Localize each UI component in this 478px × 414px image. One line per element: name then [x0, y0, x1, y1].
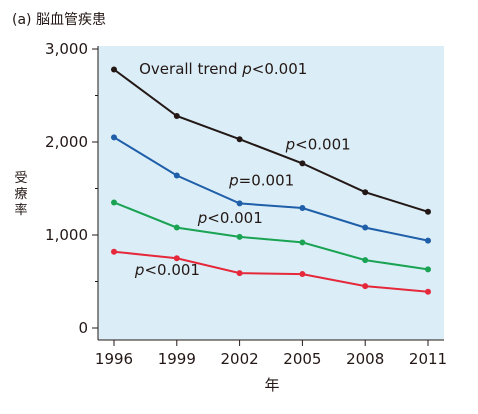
p-value-annotation: p<0.001 — [197, 209, 263, 227]
data-point — [173, 255, 180, 262]
x-tick-label: 1996 — [95, 350, 133, 368]
series-line-1 — [113, 68, 429, 213]
y-axis-label-char: 率 — [14, 202, 27, 218]
data-point — [111, 134, 117, 141]
p-value-annotation: p<0.001 — [134, 261, 200, 279]
data-point — [425, 288, 431, 295]
data-point — [425, 266, 431, 273]
annotation-value: <0.001 — [207, 209, 263, 227]
x-tick-label: 2005 — [283, 350, 321, 368]
y-tick-label: 0 — [78, 319, 88, 337]
data-point — [236, 200, 243, 207]
data-point — [425, 237, 431, 244]
data-point — [111, 248, 117, 255]
data-point — [299, 160, 306, 167]
data-point — [299, 205, 306, 212]
data-point — [299, 239, 306, 246]
annotation-value: <0.001 — [144, 261, 200, 279]
data-point — [362, 283, 369, 290]
series-line-2 — [113, 136, 429, 242]
y-axis-label-char: 療 — [14, 187, 27, 202]
data-point — [173, 172, 180, 179]
annotations: Overall trend p<0.001p<0.001p=0.001p<0.0… — [134, 60, 351, 279]
annotation-p: p — [241, 60, 252, 78]
data-point — [362, 224, 369, 231]
series-line-3 — [113, 201, 429, 271]
annotation-p: p — [285, 135, 296, 153]
x-tick-label: 2011 — [409, 350, 447, 368]
annotation-value: <0.001 — [252, 60, 308, 78]
x-axis-label: 年 — [264, 376, 279, 394]
data-point — [111, 199, 117, 206]
x-tick-label: 2002 — [221, 350, 259, 368]
p-value-annotation: p<0.001 — [285, 135, 351, 153]
annotation-p: p — [134, 261, 145, 279]
plot-background — [98, 46, 444, 340]
series-line-4 — [113, 250, 429, 293]
data-point — [362, 189, 369, 196]
data-point — [362, 257, 369, 264]
data-point — [299, 271, 306, 278]
annotation-p: p — [197, 209, 208, 227]
annotation-p: p — [228, 172, 239, 190]
y-axis-label: 受療率 — [14, 171, 27, 218]
data-point — [236, 136, 243, 143]
axis-ticks: 0 1,000 2,000 3,000 1996 1999 2002 2005 2008 2011 — [45, 40, 447, 368]
x-tick-label: 2008 — [346, 350, 384, 368]
p-value-annotation: Overall trend p<0.001 — [139, 60, 307, 78]
annotation-value: =0.001 — [239, 172, 295, 190]
data-point — [425, 208, 431, 215]
data-point — [111, 66, 117, 73]
data-point — [173, 224, 180, 231]
series-lines — [111, 66, 431, 295]
y-tick-label: 2,000 — [45, 133, 88, 151]
y-axis-label-char: 受 — [14, 171, 27, 186]
data-point — [236, 270, 243, 277]
x-tick-label: 1999 — [158, 350, 196, 368]
y-tick-label: 3,000 — [45, 40, 88, 58]
chart-title: (a) 脳血管疾患 — [12, 12, 106, 28]
annotation-value: <0.001 — [295, 135, 351, 153]
y-tick-label: 1,000 — [45, 226, 88, 244]
data-point — [173, 112, 180, 119]
p-value-annotation: p=0.001 — [228, 172, 294, 190]
annotation-prefix: Overall trend — [139, 60, 242, 78]
data-point — [236, 233, 243, 240]
